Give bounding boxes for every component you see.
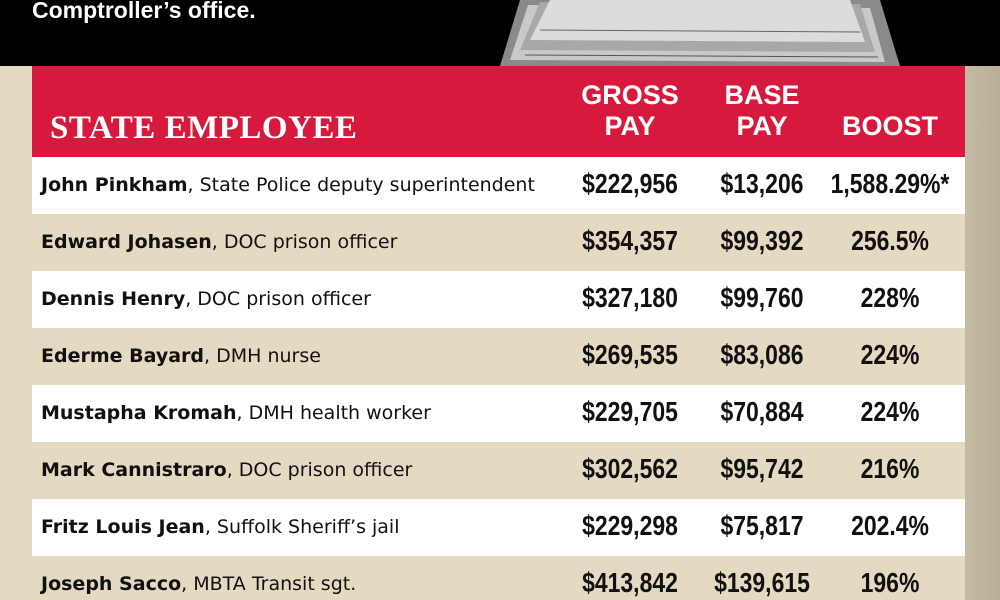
employee-role: , DMH nurse: [204, 345, 321, 367]
boost-value: 256.5%: [851, 225, 929, 256]
employee-name: Mustapha Kromah: [41, 402, 237, 424]
employee: Ederme Bayard, DMH nurse: [41, 345, 321, 367]
boost-value: 224%: [860, 339, 920, 370]
employee-name: John Pinkham: [41, 174, 188, 196]
table-row: Fritz Louis Jean, Suffolk Sheriff’s jail…: [32, 499, 965, 556]
employee-name: Edward Johasen: [41, 231, 212, 253]
column-header: GROSS PAY: [581, 80, 679, 141]
employee-role: , MBTA Transit sgt.: [181, 573, 357, 595]
gross-value: $302,562: [582, 453, 678, 484]
employee-role: , DOC prison officer: [185, 288, 371, 310]
base-value: $99,760: [720, 282, 804, 313]
boost-value: 202.4%: [851, 510, 929, 541]
table-row: Edward Johasen, DOC prison officer $354,3…: [32, 214, 965, 271]
employee-name: Ederme Bayard: [41, 345, 205, 367]
gross-value: $354,357: [582, 225, 678, 256]
employee-name: Mark Cannistraro: [41, 459, 227, 481]
title: Comptroller’s office.: [32, 0, 256, 23]
employee: Mark Cannistraro, DOC prison officer: [41, 459, 412, 481]
column-header: BOOST: [841, 111, 938, 141]
gross-value: $229,298: [582, 510, 678, 541]
employee: Joseph Sacco, MBTA Transit sgt.: [41, 573, 356, 595]
employee: Dennis Henry, DOC prison officer: [41, 288, 371, 310]
employee: Mustapha Kromah, DMH health worker: [41, 402, 431, 424]
base-value: $70,884: [720, 396, 804, 427]
employee-role: , DOC prison officer: [211, 231, 398, 253]
table-row: John Pinkham, State Police deputy superi…: [32, 157, 965, 214]
boost-value: 216%: [860, 453, 920, 484]
employee-name: Dennis Henry: [41, 288, 186, 310]
base-value: $75,817: [720, 510, 804, 541]
employee-role: , DOC prison officer: [226, 459, 413, 481]
gross-value: $229,705: [582, 396, 678, 427]
base-value: $139,615: [714, 567, 810, 598]
base-value: $99,392: [720, 225, 804, 256]
boost-value: 1,588.29%*: [830, 168, 950, 199]
base-value: $83,086: [720, 339, 804, 370]
employee-role: , Suffolk Sheriff’s jail: [204, 516, 400, 538]
employee: Fritz Louis Jean, Suffolk Sheriff’s jail: [41, 516, 400, 538]
table-row: Ederme Bayard, DMH nurse $269,535 $83,086 2…: [32, 328, 965, 385]
table-row: Mustapha Kromah, DMH health worker $229,7…: [32, 385, 965, 442]
employee-name: Joseph Sacco: [41, 573, 182, 595]
boost-value: 196%: [860, 567, 920, 598]
top-band: Comptroller’s office.: [0, 0, 1000, 66]
employee-role: , DMH health worker: [236, 402, 431, 424]
paper-stack: [500, 0, 900, 66]
base-value: $95,742: [720, 453, 804, 484]
employee: Edward Johasen, DOC prison officer: [41, 231, 397, 253]
boost-value: 224%: [860, 396, 920, 427]
gross-value: $327,180: [582, 282, 678, 313]
base-value: $13,206: [720, 168, 804, 199]
table-row: Mark Cannistraro, DOC prison officer $302…: [32, 442, 965, 499]
table-header: STATE EMPLOYEE GROSS PAY BASE PAY BOOST: [32, 66, 965, 157]
boost-value: 228%: [860, 282, 920, 313]
table-row: Dennis Henry, DOC prison officer $327,180…: [32, 271, 965, 328]
employee-role: , State Police deputy superintendent: [187, 174, 535, 196]
column-header: STATE EMPLOYEE: [50, 110, 358, 146]
gross-value: $222,956: [582, 168, 678, 199]
table-row: Joseph Sacco, MBTA Transit sgt. $413,842 $…: [32, 556, 965, 600]
gross-value: $413,842: [582, 567, 678, 598]
employee: John Pinkham, State Police deputy superi…: [41, 174, 535, 196]
employee-name: Fritz Louis Jean: [41, 516, 205, 538]
column-header: BASE PAY: [724, 80, 800, 141]
gross-value: $269,535: [582, 339, 678, 370]
